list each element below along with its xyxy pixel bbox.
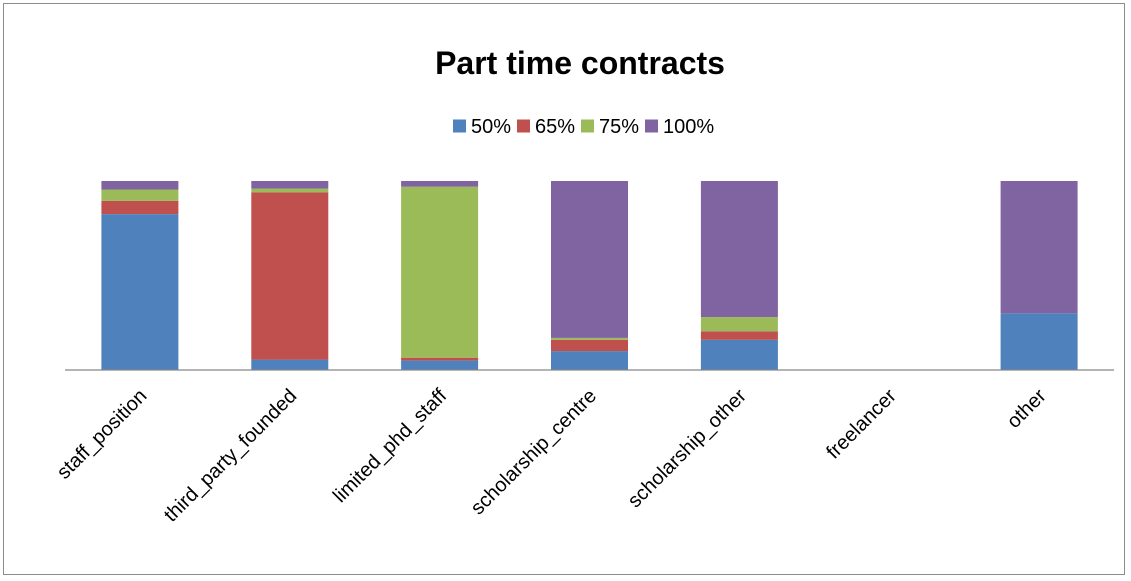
bar-segment-staff_position-2: [101, 189, 179, 201]
bar-segment-third_party_founded-0: [251, 359, 329, 370]
bar-segment-scholarship_centre-3: [551, 181, 628, 338]
bar-segment-scholarship_other-3: [700, 181, 778, 318]
x-tick-label: freelancer: [822, 385, 901, 464]
legend-label-1: 65%: [535, 116, 575, 138]
x-tick-label: limited_phd_staff: [329, 385, 452, 508]
bar-segment-other-3: [1000, 181, 1078, 314]
chart-frame: Part time contracts 50% 65% 75% 100% staff_…: [3, 3, 1125, 575]
legend-swatch-0: [453, 119, 466, 133]
bar-segment-staff_position-0: [101, 214, 179, 370]
legend-label-3: 100%: [663, 116, 714, 138]
bar-segment-staff_position-3: [101, 181, 179, 190]
x-tick-label: staff_position: [53, 385, 152, 484]
legend-swatch-2: [581, 119, 594, 133]
bar-segment-scholarship_centre-1: [551, 339, 628, 352]
x-tick-label: other: [1003, 385, 1051, 433]
legend-label-0: 50%: [471, 116, 511, 138]
legend-swatch-3: [645, 119, 658, 133]
legend: 50% 65% 75% 100%: [453, 116, 714, 138]
bar-segment-scholarship_centre-2: [551, 337, 628, 340]
bar-segment-limited_phd_staff-3: [401, 181, 479, 187]
bar-segment-staff_position-1: [101, 200, 179, 214]
x-tick-label: third_party_founded: [160, 385, 301, 526]
bar-segment-limited_phd_staff-2: [401, 186, 479, 358]
legend-swatch-1: [517, 119, 530, 133]
chart: Part time contracts 50% 65% 75% 100% staff_…: [53, 45, 1114, 527]
bar-segment-other-0: [1000, 313, 1078, 370]
bars: [101, 181, 1078, 370]
bar-segment-scholarship_other-1: [700, 331, 778, 340]
bar-segment-limited_phd_staff-0: [401, 360, 479, 370]
chart-title: Part time contracts: [435, 45, 725, 81]
bar-segment-third_party_founded-3: [251, 181, 329, 189]
bar-segment-scholarship_centre-0: [551, 351, 628, 370]
legend-label-2: 75%: [599, 116, 639, 138]
bar-segment-limited_phd_staff-1: [401, 357, 479, 361]
bar-segment-scholarship_other-2: [700, 317, 778, 332]
x-tick-label: scholarship_other: [624, 385, 751, 512]
bar-segment-third_party_founded-1: [251, 192, 329, 360]
bar-segment-third_party_founded-2: [251, 188, 329, 193]
bar-segment-scholarship_other-0: [700, 339, 778, 370]
x-tick-label: scholarship_centre: [467, 385, 601, 519]
x-tick-labels: staff_position third_party_founded limited…: [53, 385, 1051, 527]
